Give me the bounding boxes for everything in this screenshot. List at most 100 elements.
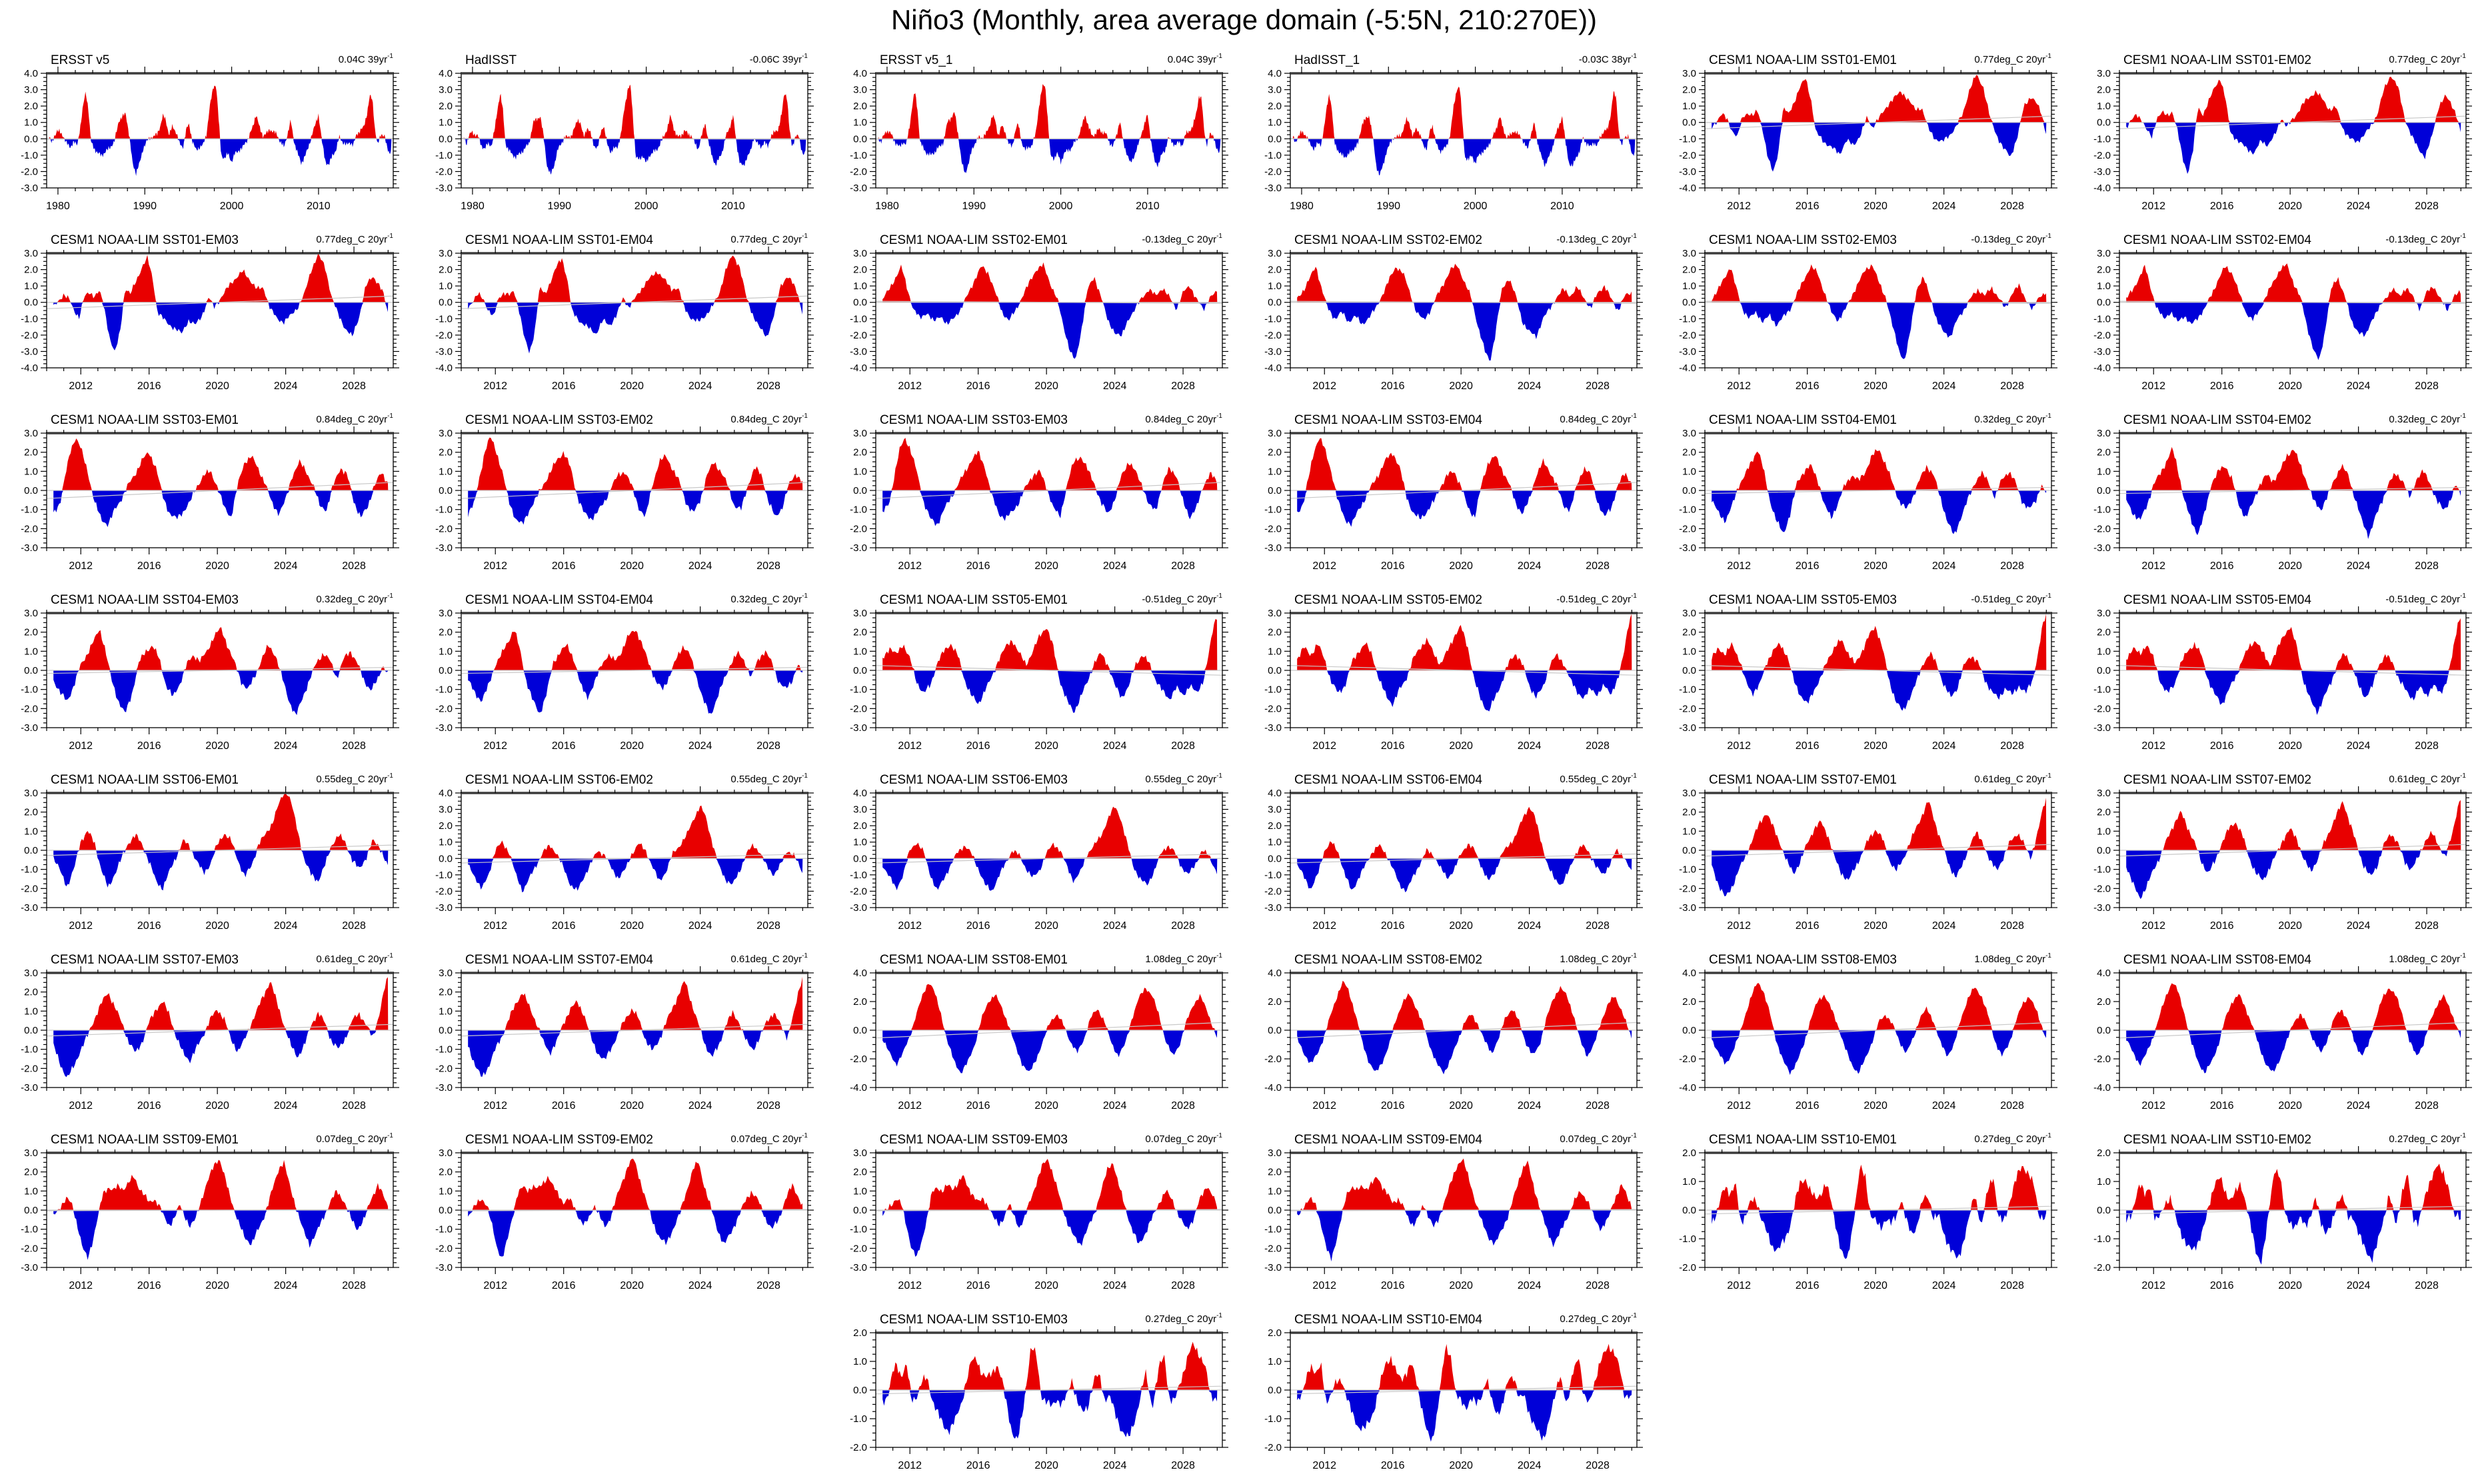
trend-line: [46, 844, 394, 856]
trend-line: [46, 666, 394, 674]
y-tick-label: 1.0: [853, 117, 867, 129]
negative-anomaly-area: [1712, 490, 2047, 534]
chart-panel: -3.0 -2.0 -1.0 0.0 1.0 2.0 3.0 4.0 1980 1990 2000 2…: [1244, 44, 1658, 224]
chart-panel: -3.0 -2.0 -1.0 0.0 1.0 2.0 3.0 4.0 1980 1990 2000 2…: [0, 44, 415, 224]
y-tick-label: -3.0: [1264, 183, 1282, 194]
y-tick-label: 1.0: [1682, 1176, 1696, 1187]
y-tick-label: -2.0: [1679, 883, 1696, 894]
y-tick-label: 1.0: [24, 281, 38, 292]
x-tick-label: 2020: [620, 740, 644, 752]
chart-panel: -3.0 -2.0 -1.0 0.0 1.0 2.0 3.0 4.0 2012 2016 2020 2…: [829, 764, 1244, 944]
x-tick-label: 2016: [1796, 740, 1820, 752]
x-tick-label: 2020: [2278, 1100, 2302, 1112]
y-tick-label: 1.0: [853, 1356, 867, 1367]
trend-label: 0.07deg_C 20yr-1: [730, 1132, 808, 1145]
negative-anomaly-area: [53, 850, 389, 891]
positive-anomaly-area: [1712, 1164, 2047, 1210]
y-tick-label: -3.0: [850, 542, 867, 554]
y-tick-label: -1.0: [1264, 150, 1282, 161]
positive-anomaly-area: [882, 806, 1218, 859]
y-tick-label: 0.0: [24, 1205, 38, 1216]
panel-label: HadISST_1: [1294, 53, 1360, 67]
y-tick-label: -4.0: [1679, 363, 1696, 374]
x-tick-label: 2016: [1381, 1100, 1405, 1112]
chart-panel: -3.0 -2.0 -1.0 0.0 1.0 2.0 3.0 4.0 1980 1990 2000 2…: [415, 44, 829, 224]
y-tick-label: -1.0: [1264, 313, 1282, 325]
x-tick-label: 2024: [1103, 1460, 1127, 1471]
negative-anomaly-area: [2126, 670, 2461, 715]
y-tick-label: 3.0: [1268, 1147, 1282, 1159]
positive-anomaly-area: [463, 85, 806, 139]
figure-title: Niño3 (Monthly, area average domain (-5:…: [890, 4, 1598, 35]
y-tick-label: -1.0: [21, 684, 38, 696]
y-tick-label: 2.0: [853, 627, 867, 638]
x-tick-label: 2024: [2347, 1280, 2371, 1291]
x-tick-label: 2012: [483, 1100, 507, 1112]
y-tick-label: 2.0: [24, 1167, 38, 1178]
y-tick-label: -2.0: [1264, 166, 1282, 177]
negative-anomaly-area: [468, 670, 803, 714]
x-tick-label: 2024: [688, 920, 712, 932]
y-tick-label: -2.0: [1264, 703, 1282, 714]
x-tick-label: 2016: [2210, 1100, 2234, 1112]
x-tick-label: 2016: [1381, 740, 1405, 752]
y-tick-label: 2.0: [2097, 807, 2111, 818]
x-tick-label: 2012: [69, 1100, 93, 1112]
trend-line: [1704, 486, 2052, 494]
y-tick-label: -3.0: [435, 183, 453, 194]
trend-label: 1.08deg_C 20yr-1: [2389, 952, 2466, 965]
x-tick-label: 2012: [898, 560, 922, 572]
y-tick-label: 2.0: [2097, 1147, 2111, 1159]
x-tick-label: 2012: [1727, 1280, 1751, 1291]
y-tick-label: 1.0: [1268, 117, 1282, 129]
x-tick-label: 2020: [205, 1280, 229, 1291]
chart-plot: -3.0 -2.0 -1.0 0.0 1.0 2.0 3.0 2012 2016 2020 2024…: [850, 1132, 1228, 1291]
x-tick-label: 2000: [634, 201, 658, 212]
y-tick-label: -2.0: [435, 1063, 453, 1074]
y-tick-label: 1.0: [1682, 101, 1696, 112]
chart-plot: -3.0 -2.0 -1.0 0.0 1.0 2.0 3.0 2012 2016 2020 2024…: [1679, 412, 2057, 572]
trend-label: -0.03C 38yr-1: [1579, 53, 1638, 65]
x-tick-label: 2024: [1518, 920, 1542, 932]
trend-line: [1704, 301, 2052, 304]
y-tick-label: 3.0: [853, 85, 867, 96]
y-tick-label: 0.0: [24, 1025, 38, 1036]
trend-line: [1290, 1209, 1638, 1211]
positive-anomaly-area: [2126, 446, 2461, 490]
trend-label: 1.08deg_C 20yr-1: [1145, 952, 1222, 965]
negative-anomaly-area: [468, 490, 803, 525]
x-tick-label: 2020: [620, 560, 644, 572]
positive-anomaly-area: [1712, 614, 2047, 670]
x-tick-label: 1980: [461, 201, 485, 212]
trend-line: [875, 1385, 1223, 1395]
y-tick-label: 4.0: [853, 68, 867, 79]
chart-panel: -3.0 -2.0 -1.0 0.0 1.0 2.0 3.0 2012 2016 2020 2024…: [0, 764, 415, 944]
trend-label: 0.84deg_C 20yr-1: [1560, 412, 1637, 425]
positive-anomaly-area: [1292, 87, 1636, 139]
y-tick-label: -3.0: [2093, 722, 2111, 734]
x-tick-label: 2024: [1932, 560, 1956, 572]
y-tick-label: 1.0: [439, 466, 453, 477]
x-tick-label: 2016: [552, 740, 576, 752]
x-tick-label: 2024: [1518, 1280, 1542, 1291]
y-tick-label: -2.0: [850, 1243, 867, 1254]
trend-line: [1704, 844, 2052, 857]
chart-plot: -3.0 -2.0 -1.0 0.0 1.0 2.0 3.0 2012 2016 2020 2024…: [435, 592, 814, 752]
y-tick-label: 0.0: [439, 485, 453, 496]
y-tick-label: -1.0: [1264, 1413, 1282, 1425]
x-tick-label: 2000: [220, 201, 244, 212]
y-tick-label: -2.0: [1679, 523, 1696, 534]
y-tick-label: 0.0: [1682, 665, 1696, 676]
trend-line: [1290, 1022, 1638, 1039]
negative-anomaly-area: [2126, 302, 2461, 361]
chart-panel: -3.0 -2.0 -1.0 0.0 1.0 2.0 3.0 2012 2016 2020 2024…: [2073, 404, 2487, 584]
chart-panel: -4.0 -3.0 -2.0 -1.0 0.0 1.0 2.0 3.0 2012 2016 2020…: [1658, 224, 2073, 404]
x-tick-label: 2024: [1103, 560, 1127, 572]
y-tick-label: -3.0: [1679, 346, 1696, 357]
x-tick-label: 2024: [1103, 1280, 1127, 1291]
y-tick-label: 1.0: [1682, 646, 1696, 657]
x-tick-label: 2012: [1312, 380, 1336, 392]
y-tick-label: 2.0: [2097, 627, 2111, 638]
y-tick-label: -2.0: [850, 166, 867, 177]
y-tick-label: 3.0: [1682, 608, 1696, 619]
